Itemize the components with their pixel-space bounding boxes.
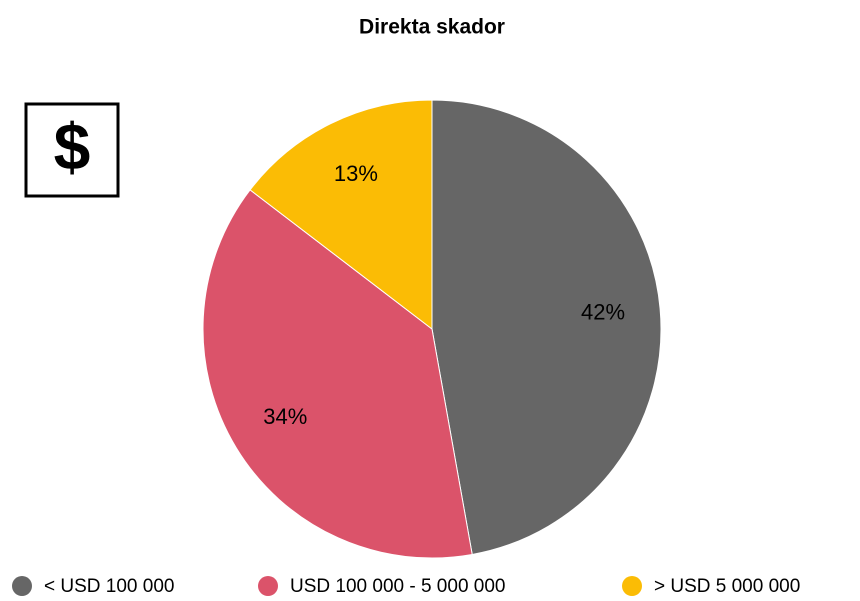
legend-swatch <box>622 576 642 596</box>
legend-swatch <box>12 576 32 596</box>
chart-title: Direkta skador <box>359 16 505 39</box>
data-label: 34% <box>263 404 307 429</box>
data-label: 13% <box>334 161 378 186</box>
legend-label: > USD 5 000 000 <box>654 576 800 597</box>
pie-slice <box>202 189 473 559</box>
pie-slice <box>249 99 433 331</box>
legend-swatch <box>258 576 278 596</box>
pie-slice <box>431 99 662 556</box>
legend-label: < USD 100 000 <box>44 576 174 597</box>
icon: $ <box>54 109 91 183</box>
legend-label: USD 100 000 - 5 000 000 <box>290 576 506 597</box>
icon-box <box>24 102 120 198</box>
data-label: 42% <box>581 300 625 325</box>
